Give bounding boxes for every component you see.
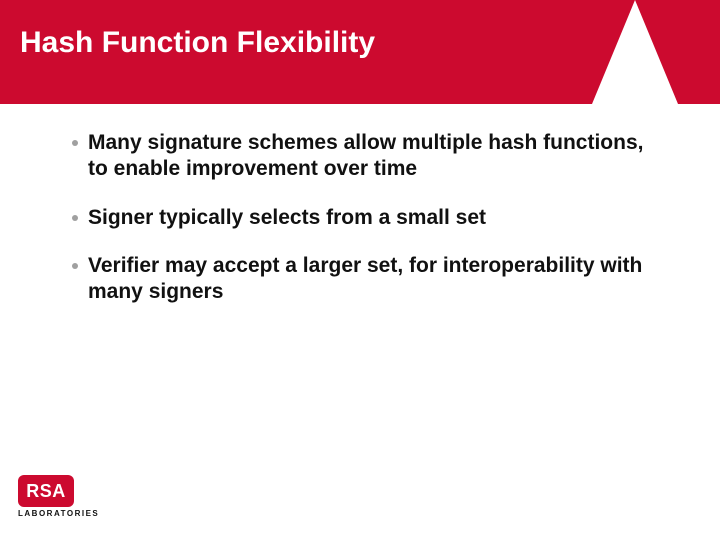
- bullet-text: Many signature schemes allow multiple ha…: [88, 130, 660, 183]
- logo-box: RSA: [18, 475, 74, 507]
- logo-subtext: LABORATORIES: [18, 509, 99, 518]
- bullet-text: Signer typically selects from a small se…: [88, 205, 486, 231]
- list-item: Signer typically selects from a small se…: [72, 205, 660, 231]
- logo-text: RSA: [26, 481, 66, 502]
- slide: Hash Function Flexibility Many signature…: [0, 0, 720, 540]
- slide-title: Hash Function Flexibility: [20, 26, 375, 60]
- bullet-icon: [72, 215, 78, 221]
- header-band: Hash Function Flexibility: [0, 0, 720, 104]
- bullet-icon: [72, 140, 78, 146]
- bullet-text: Verifier may accept a larger set, for in…: [88, 253, 660, 306]
- list-item: Many signature schemes allow multiple ha…: [72, 130, 660, 183]
- bullet-icon: [72, 263, 78, 269]
- header-triangle-icon: [592, 0, 678, 104]
- list-item: Verifier may accept a larger set, for in…: [72, 253, 660, 306]
- content-area: Many signature schemes allow multiple ha…: [72, 130, 660, 327]
- logo: RSA LABORATORIES: [18, 475, 99, 518]
